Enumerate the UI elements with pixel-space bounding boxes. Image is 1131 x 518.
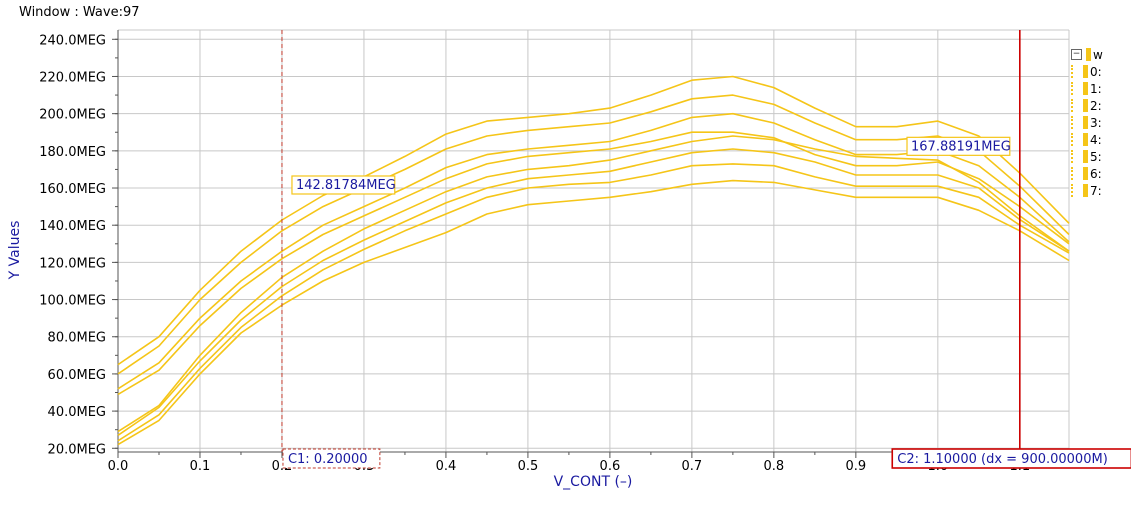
legend-swatch [1083, 116, 1088, 129]
cursor-readout-box-2 [906, 136, 1011, 156]
y-tick-label: 160.0MEG [39, 182, 106, 197]
series-line-7 [117, 179, 1070, 446]
cursor-label-1[interactable]: C1: 0.20000 [288, 452, 368, 467]
legend-swatch [1083, 99, 1088, 112]
legend-item-label: 7: [1090, 183, 1102, 198]
legend-item-0[interactable]: 0: [1070, 63, 1131, 80]
x-tick-label: 0.9 [846, 459, 867, 474]
tree-connector-icon [1071, 167, 1077, 180]
y-axis-title: Y Values [7, 221, 23, 281]
legend-swatch [1083, 82, 1088, 95]
legend-swatch [1083, 184, 1088, 197]
legend-item-label: 1: [1090, 81, 1102, 96]
y-tick-label: 100.0MEG [39, 294, 106, 309]
tree-connector-icon [1071, 184, 1077, 197]
legend-item-2[interactable]: 2: [1070, 97, 1131, 114]
cursor-label-2[interactable]: C2: 1.10000 (dx = 900.00000M) [897, 452, 1108, 467]
y-tick-label: 120.0MEG [39, 256, 106, 271]
cursor-label-box-1[interactable] [282, 448, 381, 469]
x-tick-label: 0.6 [600, 459, 621, 474]
y-tick-label: 200.0MEG [39, 108, 106, 123]
y-tick-label: 80.0MEG [48, 331, 106, 346]
tree-connector-icon [1071, 99, 1077, 112]
tree-connector-icon [1071, 82, 1077, 95]
axes: 20.0MEG 40.0MEG 60.0MEG 80.0MEG 100.0MEG 120.… [7, 30, 1069, 490]
legend-item-3[interactable]: 3: [1070, 114, 1131, 131]
legend-header[interactable]: − w [1070, 46, 1131, 63]
y-tick-label: 220.0MEG [39, 70, 106, 85]
grid-lines [117, 29, 1070, 452]
legend-item-4[interactable]: 4: [1070, 131, 1131, 148]
legend-swatch [1083, 65, 1088, 78]
y-tick-label: 180.0MEG [39, 145, 106, 160]
legend-item-5[interactable]: 5: [1070, 148, 1131, 165]
x-tick-label: 0.7 [682, 459, 703, 474]
series-line-1 [117, 94, 1070, 375]
y-tick-label: 140.0MEG [39, 219, 106, 234]
series-group [117, 75, 1070, 446]
window-title: Window : Wave:97 [19, 5, 140, 20]
series-line-5 [117, 148, 1070, 436]
legend-item-label: 3: [1090, 115, 1102, 130]
legend-header-label: w [1093, 47, 1103, 62]
x-axis-title: V_CONT (–) [554, 474, 633, 490]
cursor-group[interactable]: C1: 0.20000 142.81784MEG C2: 1.10000 (dx =… [281, 30, 1131, 469]
legend-item-label: 5: [1090, 149, 1102, 164]
y-tick-label: 40.0MEG [48, 405, 106, 420]
legend-item-1[interactable]: 1: [1070, 80, 1131, 97]
y-tick-label: 60.0MEG [48, 368, 106, 383]
y-tick-label: 240.0MEG [39, 33, 106, 48]
x-tick-label: 0.4 [436, 459, 457, 474]
y-tick-label: 20.0MEG [48, 442, 106, 457]
legend-item-label: 0: [1090, 64, 1102, 79]
cursor-readout-box-1 [291, 175, 396, 195]
legend-item-label: 2: [1090, 98, 1102, 113]
x-tick-label: 0.0 [108, 459, 129, 474]
legend-item-6[interactable]: 6: [1070, 165, 1131, 182]
x-tick-label: 0.8 [764, 459, 785, 474]
x-tick-label: 0.5 [518, 459, 539, 474]
cursor-label-box-2[interactable] [891, 448, 1131, 469]
tree-connector-icon [1071, 150, 1077, 163]
legend-item-label: 4: [1090, 132, 1102, 147]
series-line-3 [117, 131, 1070, 396]
collapse-icon[interactable]: − [1071, 49, 1082, 60]
series-line-2 [117, 112, 1070, 390]
x-tick-label: 0.1 [190, 459, 211, 474]
legend[interactable]: − w 0: 1: 2: 3: 4: 5: 6: 7: [1070, 46, 1131, 199]
legend-swatch [1086, 48, 1091, 61]
tree-connector-icon [1071, 133, 1077, 146]
tree-connector-icon [1071, 65, 1077, 78]
legend-item-label: 6: [1090, 166, 1102, 181]
tree-connector-icon [1071, 116, 1077, 129]
legend-swatch [1083, 133, 1088, 146]
legend-item-7[interactable]: 7: [1070, 182, 1131, 199]
cursor-readout-1: 142.81784MEG [296, 178, 396, 193]
cursor-readout-2: 167.88191MEG [911, 139, 1011, 154]
series-line-6 [117, 163, 1070, 442]
series-line-4 [117, 135, 1070, 433]
legend-swatch [1083, 167, 1088, 180]
series-line-0 [117, 75, 1070, 366]
legend-swatch [1083, 150, 1088, 163]
